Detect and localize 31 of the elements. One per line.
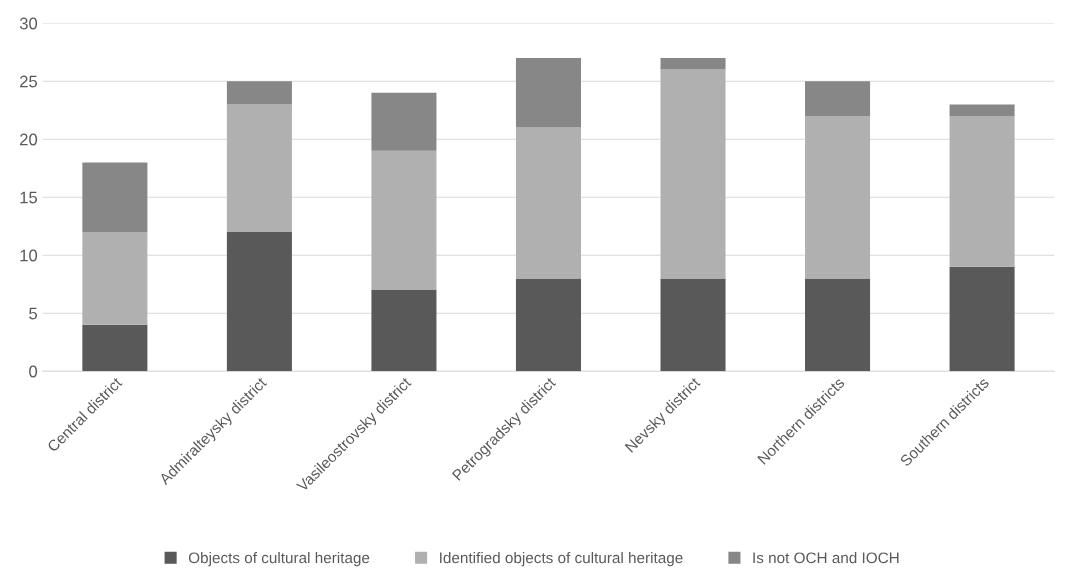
- bar: [515, 127, 581, 279]
- bar: [226, 104, 292, 232]
- bar: [660, 69, 726, 279]
- bar: [805, 81, 871, 116]
- bar: [371, 150, 437, 290]
- y-tick-label: 30: [19, 17, 38, 30]
- bar: [660, 58, 726, 70]
- y-tick-label: 5: [29, 307, 38, 320]
- bar: [226, 81, 292, 105]
- bar: [805, 116, 871, 279]
- y-tick-label: 25: [20, 75, 38, 88]
- bar: [515, 278, 581, 372]
- y-tick-label: 20: [20, 133, 38, 146]
- bar: [226, 232, 292, 372]
- legend-label: Identified objects of cultural heritage: [440, 552, 683, 567]
- legend-label: Is not OCH and IOCH: [753, 552, 899, 564]
- bar: [805, 278, 871, 372]
- bar: [515, 58, 581, 128]
- bar: [949, 104, 1015, 116]
- legend-label: Objects of cultural heritage: [188, 552, 370, 567]
- bar: [82, 232, 148, 325]
- y-tick-label: 0: [29, 365, 38, 378]
- y-tick-label: 15: [20, 191, 38, 204]
- y-tick-label: 10: [20, 249, 38, 262]
- bar: [371, 92, 437, 151]
- bar: [660, 278, 726, 372]
- bar: [371, 290, 437, 372]
- bar: [82, 324, 148, 372]
- bar: [82, 162, 148, 232]
- bar: [949, 116, 1015, 267]
- bar: [949, 266, 1015, 372]
